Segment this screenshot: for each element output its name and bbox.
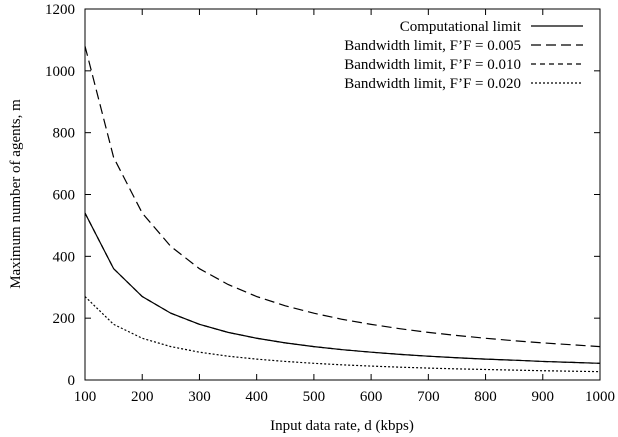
- y-tick-label: 600: [53, 188, 76, 204]
- series-line-2: [85, 45, 600, 348]
- series-line-1: [85, 212, 600, 364]
- series-line-3: [85, 212, 600, 364]
- y-tick-label: 0: [68, 373, 76, 389]
- legend-label: Bandwidth limit, F’F = 0.020: [344, 76, 521, 92]
- legend-label: Bandwidth limit, F’F = 0.005: [344, 38, 521, 54]
- y-tick-label: 400: [53, 249, 76, 265]
- x-tick-label: 300: [188, 389, 211, 405]
- x-tick-label: 100: [74, 389, 97, 405]
- series-group: [85, 45, 600, 373]
- x-tick-label: 600: [360, 389, 383, 405]
- x-tick-label: 200: [131, 389, 154, 405]
- x-tick-label: 400: [245, 389, 268, 405]
- y-tick-label: 1200: [45, 2, 75, 18]
- x-tick-label: 900: [532, 389, 555, 405]
- legend: Computational limit Bandwidth limit, F’F …: [344, 19, 583, 92]
- x-tick-label: 500: [303, 389, 326, 405]
- axis-ticks: 100 200 300 400 500 600 700 800 900 1000 0 200 400 60…: [45, 2, 615, 405]
- x-axis-label: Input data rate, d (kbps): [270, 418, 414, 434]
- y-tick-label: 800: [53, 126, 76, 142]
- legend-label: Computational limit: [400, 19, 522, 35]
- x-tick-label: 800: [474, 389, 497, 405]
- y-tick-label: 200: [53, 311, 76, 327]
- series-line-4: [85, 296, 600, 373]
- plot-frame: [84, 8, 601, 381]
- x-tick-label: 700: [417, 389, 440, 405]
- y-axis-label: Maximum number of agents, m: [8, 99, 24, 289]
- y-tick-label: 1000: [45, 64, 75, 80]
- legend-label: Bandwidth limit, F’F = 0.010: [344, 57, 521, 73]
- x-tick-label: 1000: [585, 389, 615, 405]
